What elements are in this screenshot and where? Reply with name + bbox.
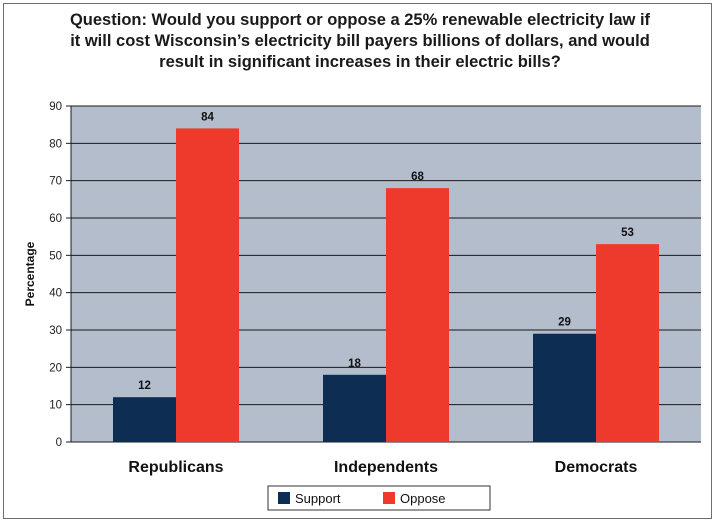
category-label: Republicans (128, 459, 223, 476)
category-labels: Republicans Independents Democrats (128, 459, 637, 476)
y-tick-label: 10 (49, 400, 62, 412)
bar-support-republicans (113, 397, 176, 442)
y-axis-label: Percentage (23, 241, 37, 306)
legend: Support Oppose (267, 485, 491, 511)
data-label: 68 (411, 171, 424, 183)
data-label: 18 (348, 358, 361, 370)
y-axis-ticks: 0 10 20 30 40 50 60 70 80 90 (49, 101, 72, 449)
bar-support-democrats (533, 333, 596, 442)
chart-title: Question: Would you support or oppose a … (24, 10, 696, 73)
y-tick-label: 80 (49, 138, 62, 150)
data-label: 29 (558, 317, 571, 329)
legend-swatch-oppose (383, 492, 395, 504)
y-tick-label: 20 (49, 362, 62, 374)
bar-oppose-democrats (596, 244, 659, 442)
data-label: 12 (138, 380, 151, 392)
chart-title-line-3: result in significant increases in their… (159, 53, 561, 71)
legend-label-support: Support (295, 491, 341, 506)
category-label: Democrats (555, 459, 638, 476)
y-tick-label: 90 (49, 101, 62, 113)
y-tick-label: 0 (56, 437, 62, 449)
chart-title-line-2: it will cost Wisconsin’s electricity bil… (70, 32, 650, 50)
data-label: 84 (201, 111, 214, 123)
bar-oppose-independents (386, 188, 449, 442)
legend-swatch-support (278, 492, 290, 504)
legend-box (267, 485, 491, 511)
y-tick-label: 50 (49, 250, 62, 262)
y-tick-label: 70 (49, 176, 62, 188)
bar-support-independents (323, 374, 386, 442)
chart-title-line-1: Question: Would you support or oppose a … (69, 11, 651, 29)
y-tick-label: 40 (49, 288, 62, 300)
bar-oppose-republicans (176, 128, 239, 442)
y-tick-label: 30 (49, 325, 62, 337)
bars: 12 84 18 68 29 53 (113, 111, 659, 442)
category-label: Independents (334, 459, 438, 476)
y-tick-label: 60 (49, 213, 62, 225)
data-label: 53 (621, 227, 634, 239)
legend-label-oppose: Oppose (400, 491, 446, 506)
